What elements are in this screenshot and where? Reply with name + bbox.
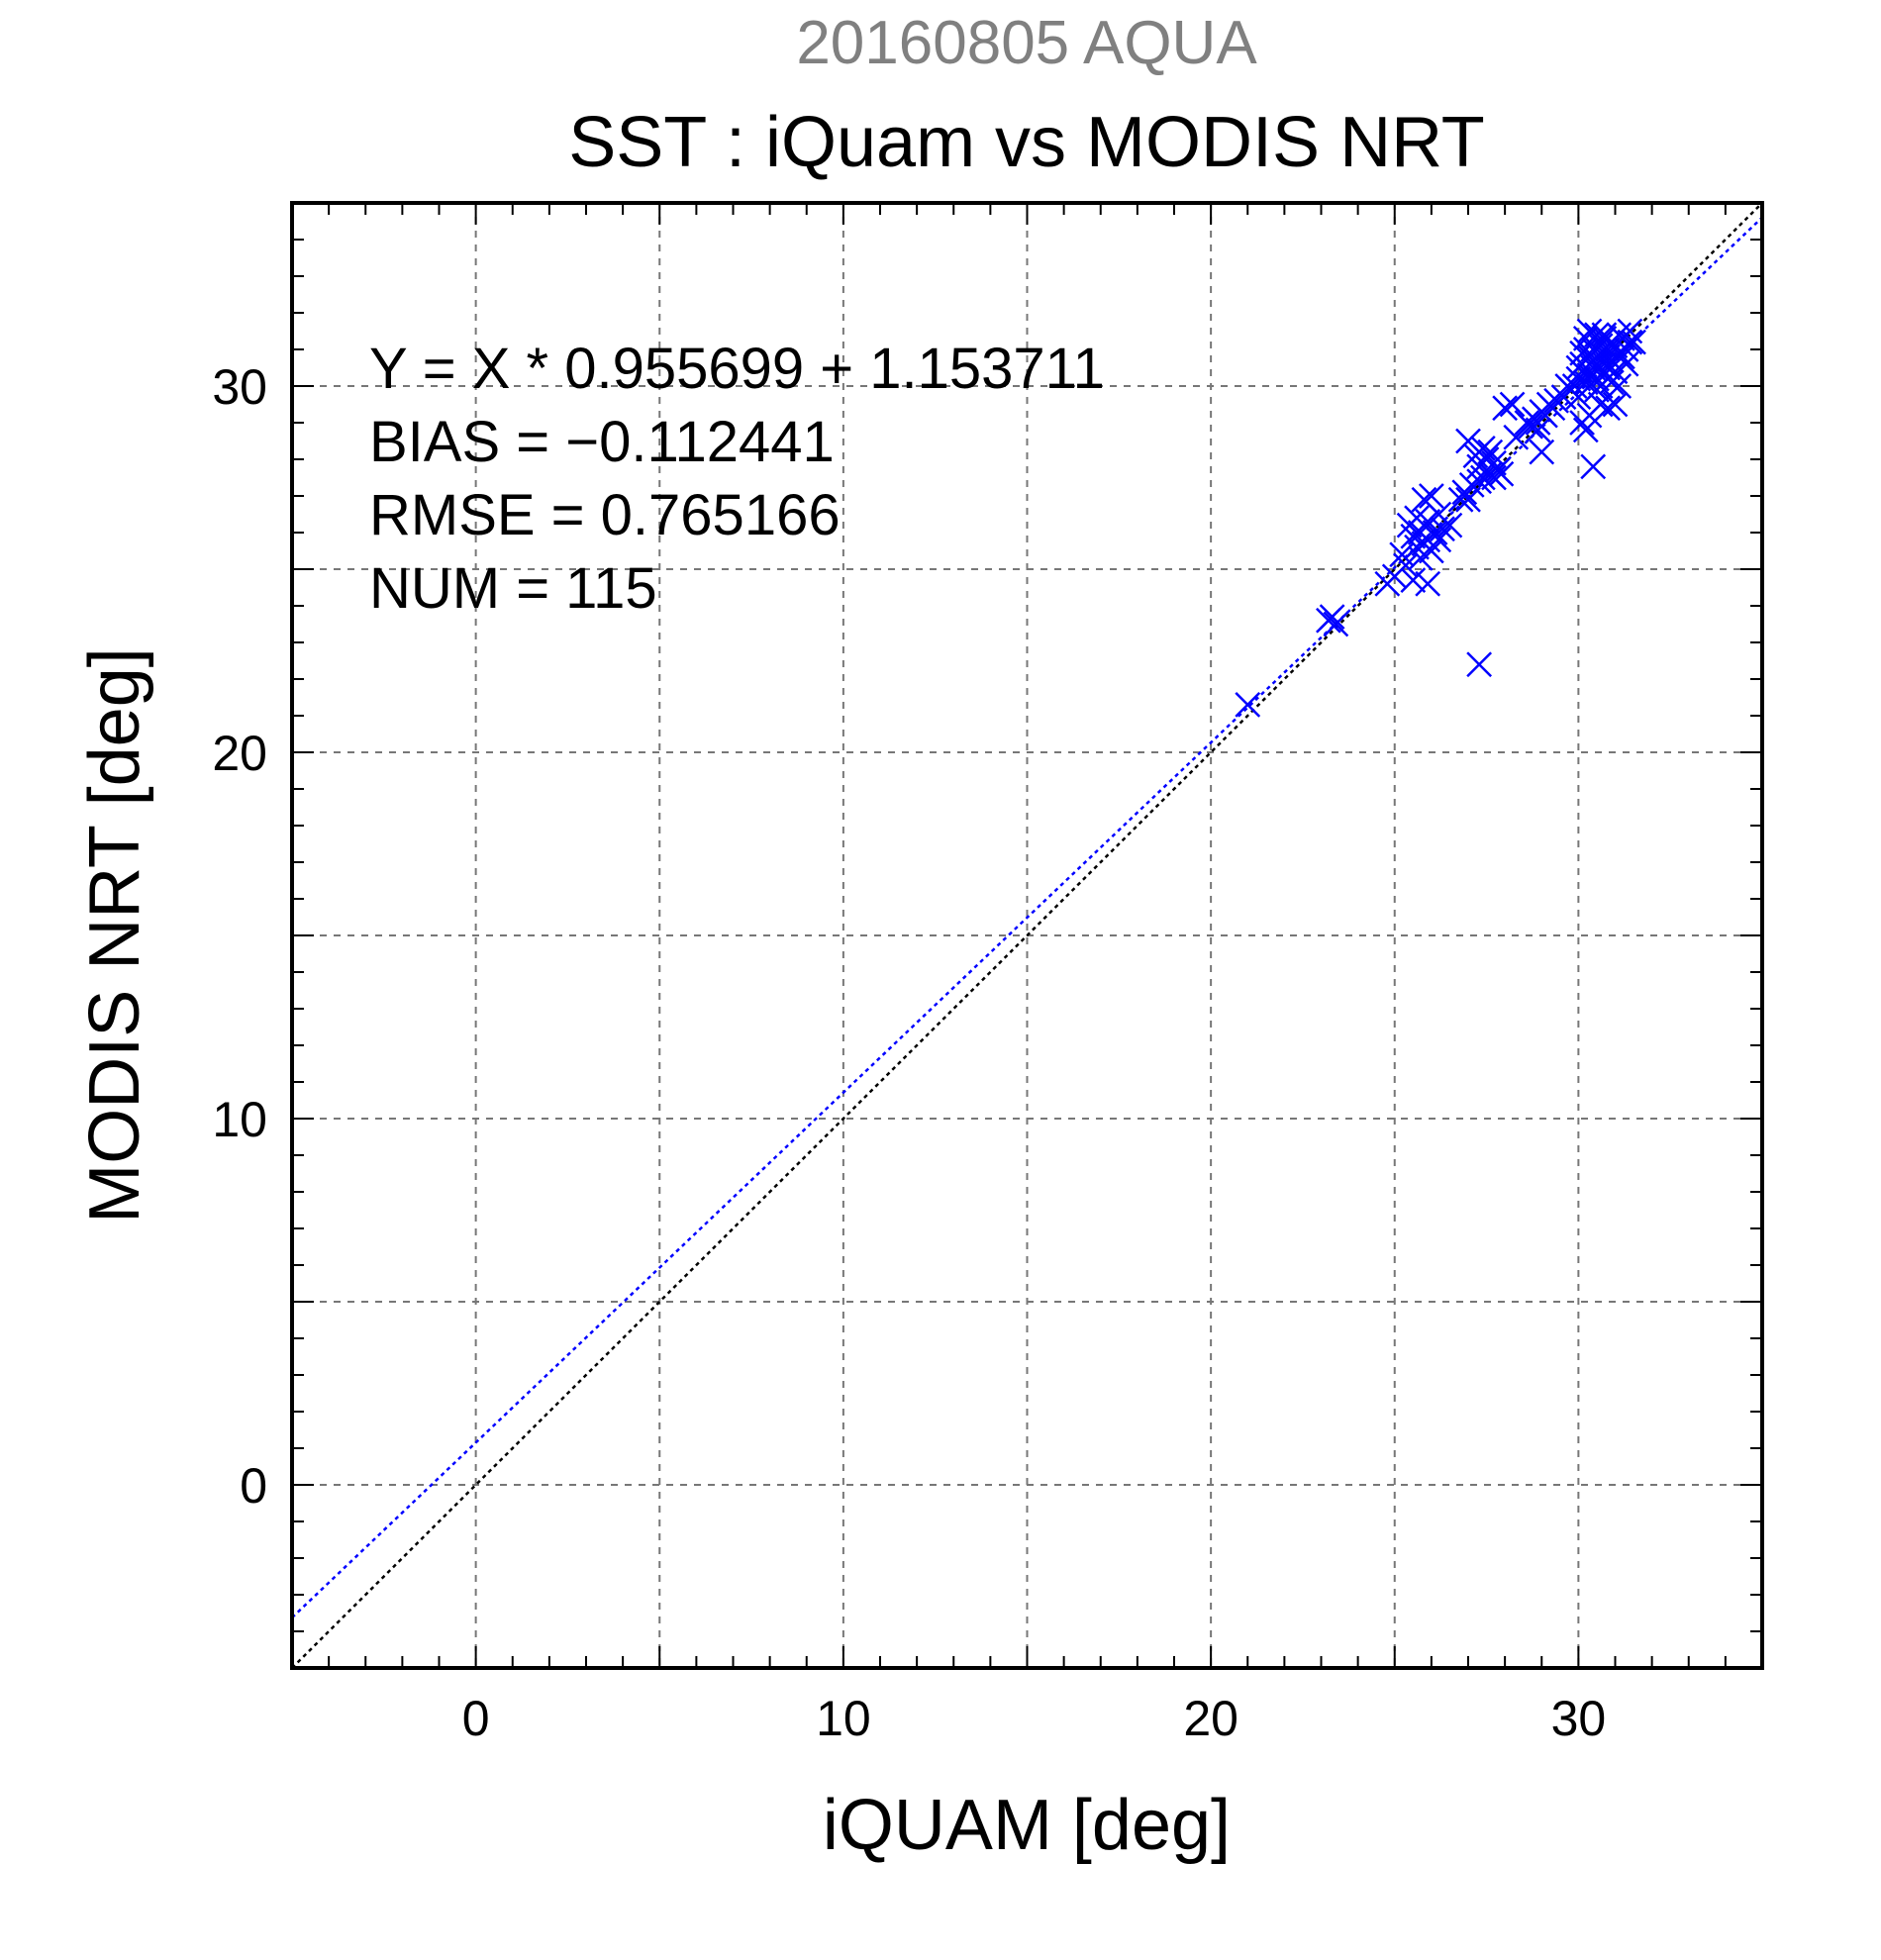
data-point xyxy=(1488,460,1515,487)
data-point xyxy=(1525,417,1551,443)
x-axis-label: iQUAM [deg] xyxy=(823,1786,1231,1865)
data-point xyxy=(1572,417,1599,443)
data-point xyxy=(1602,391,1629,418)
chart-title: SST : iQuam vs MODIS NRT xyxy=(568,103,1485,182)
data-point xyxy=(1415,570,1441,597)
x-tick-label: 0 xyxy=(462,1691,490,1746)
data-points xyxy=(1235,318,1646,718)
plot-frame xyxy=(290,201,1764,1670)
data-point xyxy=(1580,453,1607,480)
y-tick-label: 0 xyxy=(240,1458,267,1514)
data-point xyxy=(1469,436,1496,461)
data-point xyxy=(1595,354,1621,381)
stats-annotation: Y = X * 0.955699 + 1.153711 BIAS = −0.112… xyxy=(369,337,1105,621)
data-point xyxy=(1529,439,1555,465)
data-point xyxy=(1499,391,1526,418)
data-point xyxy=(1580,337,1607,362)
stats-line: NUM = 115 xyxy=(369,556,657,621)
minor-ticks xyxy=(291,202,1763,1669)
data-point xyxy=(1477,439,1504,465)
stats-line: BIAS = −0.112441 xyxy=(369,410,835,474)
data-point xyxy=(1415,527,1441,553)
data-point xyxy=(1569,350,1595,377)
tick-labels: 0 10 20 30 0 10 20 30 xyxy=(212,359,1606,1746)
data-point xyxy=(1404,505,1430,532)
data-point xyxy=(1374,570,1401,597)
reference-lines xyxy=(292,203,1762,1668)
data-point xyxy=(1447,486,1474,513)
y-tick-label: 30 xyxy=(212,359,267,415)
data-point xyxy=(1595,395,1621,422)
data-point xyxy=(1554,373,1581,399)
data-point xyxy=(1492,395,1519,422)
data-point xyxy=(1466,651,1493,678)
data-point xyxy=(1565,365,1592,392)
stats-line: RMSE = 0.765166 xyxy=(369,483,841,547)
stats-line: Y = X * 0.955699 + 1.153711 xyxy=(369,337,1105,401)
data-point xyxy=(1617,318,1643,344)
data-point xyxy=(1591,322,1618,348)
data-point xyxy=(1458,472,1485,498)
data-point xyxy=(1426,501,1452,528)
chart-supertitle: 20160805 AQUA xyxy=(796,9,1257,77)
data-point xyxy=(1606,373,1633,399)
data-point xyxy=(1481,464,1507,491)
identity-line xyxy=(292,203,1762,1668)
data-point xyxy=(1503,424,1530,450)
data-point xyxy=(1430,516,1455,542)
data-point xyxy=(1400,567,1427,593)
x-tick-label: 30 xyxy=(1551,1691,1607,1746)
y-tick-label: 20 xyxy=(212,726,267,781)
x-tick-label: 20 xyxy=(1183,1691,1238,1746)
x-tick-label: 10 xyxy=(816,1691,871,1746)
data-point xyxy=(1323,611,1349,637)
regression-line xyxy=(292,216,1762,1619)
data-point xyxy=(1235,692,1261,718)
data-point xyxy=(1514,410,1540,436)
y-axis-label: MODIS NRT [deg] xyxy=(75,647,154,1224)
y-tick-label: 10 xyxy=(212,1092,267,1147)
data-point xyxy=(1319,604,1345,630)
data-point xyxy=(1610,343,1635,370)
data-point xyxy=(1455,486,1481,513)
data-point xyxy=(1543,387,1569,414)
data-point xyxy=(1418,483,1444,509)
data-point xyxy=(1389,541,1416,568)
